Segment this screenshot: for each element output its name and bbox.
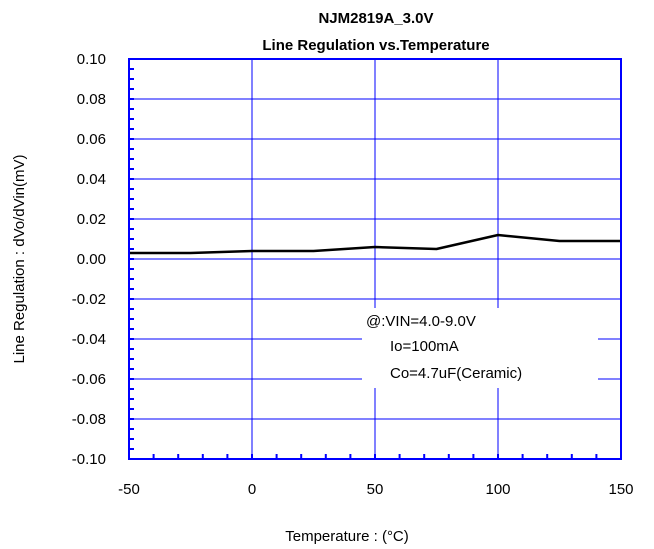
data-point: [497, 234, 499, 236]
annotation-line-3: Co=4.7uF(Ceramic): [390, 365, 522, 382]
y-tick-label: -0.02: [72, 291, 106, 308]
y-tick-label: 0.00: [77, 251, 106, 268]
chart-title: NJM2819A_3.0V: [318, 10, 433, 27]
x-axis-label: Temperature : (°C): [285, 528, 409, 545]
y-tick-label: 0.10: [77, 51, 106, 68]
chart-subtitle: Line Regulation vs.Temperature: [262, 37, 489, 54]
annotation-line-1: @:VIN=4.0-9.0V: [366, 313, 476, 330]
annotation-background: [362, 308, 598, 388]
x-tick-label: 50: [367, 481, 384, 498]
data-point: [189, 252, 192, 254]
y-tick-label: -0.06: [72, 371, 106, 388]
y-tick-label: 0.08: [77, 91, 106, 108]
y-tick-label: -0.08: [72, 411, 106, 428]
x-tick-label: 150: [608, 481, 633, 498]
y-axis-label: Line Regulation : dVo/dVin(mV): [11, 154, 28, 363]
grid: [128, 58, 622, 460]
y-tick-label: 0.06: [77, 131, 106, 148]
y-tick-label: 0.04: [77, 171, 106, 188]
y-tick-label: 0.02: [77, 211, 106, 228]
annotation-box: [362, 308, 598, 388]
annotation-line-2: Io=100mA: [390, 338, 459, 355]
y-tick-label: -0.04: [72, 331, 106, 348]
tick-labels: 0.10 0.08 0.06 0.04 0.02 0.00 -0.02 -0.04 -0.06 -…: [72, 51, 634, 498]
annotation: @:VIN=4.0-9.0V Io=100mA Co=4.7uF(Ceramic…: [366, 313, 522, 382]
data-point: [312, 250, 315, 252]
x-tick-label: 0: [248, 481, 256, 498]
data-point: [251, 250, 253, 252]
x-tick-label: 100: [485, 481, 510, 498]
data-point: [435, 248, 438, 250]
series-group: [128, 233, 622, 255]
data-point: [558, 240, 561, 242]
data-point: [374, 246, 376, 248]
plot-frame: [128, 58, 622, 460]
y-tick-label: -0.10: [72, 451, 106, 468]
x-tick-label: -50: [118, 481, 140, 498]
